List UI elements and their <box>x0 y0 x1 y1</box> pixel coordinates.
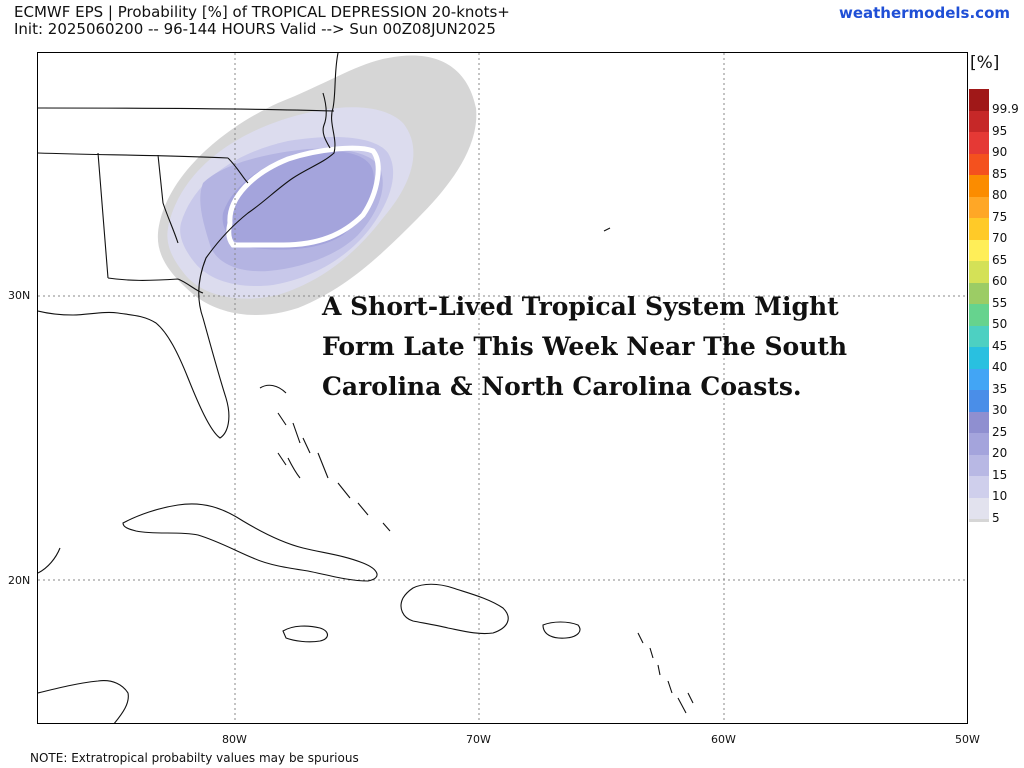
legend-swatch <box>969 110 989 133</box>
graticule <box>38 53 967 723</box>
lon-label-80w: 80W <box>222 733 247 746</box>
map-title: ECMWF EPS | Probability [%] of TROPICAL … <box>14 3 510 21</box>
legend-label: 95 <box>992 123 1008 138</box>
legend-label: 55 <box>992 295 1008 310</box>
legend-swatch <box>969 282 989 305</box>
legend-label: 35 <box>992 381 1008 396</box>
legend-label: 75 <box>992 209 1008 224</box>
legend-swatch <box>969 304 989 326</box>
legend-swatch <box>969 175 989 197</box>
map-canvas <box>38 53 967 723</box>
legend-swatch <box>969 368 989 391</box>
legend-swatch <box>969 433 989 455</box>
legend-label: 40 <box>992 360 1008 374</box>
chesapeake-bay <box>322 92 331 149</box>
lon-label-70w: 70W <box>466 733 491 746</box>
state-borders <box>38 107 335 294</box>
legend-label: 15 <box>992 467 1008 482</box>
legend-swatch <box>969 325 989 348</box>
legend-label: 10 <box>992 489 1008 503</box>
bahamas-islands <box>259 384 391 532</box>
lon-label-60w: 60W <box>711 733 736 746</box>
cuba-island <box>122 503 378 582</box>
probability-shading <box>157 55 477 316</box>
lat-label-20n: 20N <box>8 574 31 587</box>
jamaica-island <box>282 625 329 643</box>
legend-colorbar <box>969 89 989 522</box>
legend-swatch <box>969 390 989 412</box>
legend-label: 90 <box>992 145 1008 159</box>
legend-swatch <box>969 89 989 111</box>
legend-swatch <box>969 411 989 434</box>
legend-swatch <box>969 497 989 520</box>
legend-label: 5 <box>992 510 1000 525</box>
legend-swatch <box>969 132 989 154</box>
legend-label: 70 <box>992 231 1008 245</box>
annotation-line: A Short-Lived Tropical System Might <box>322 292 839 321</box>
legend-label: 99.9 <box>992 102 1019 116</box>
lat-label-30n: 30N <box>8 289 31 302</box>
legend-label: 60 <box>992 274 1008 288</box>
annotation-line: Carolina & North Carolina Coasts. <box>322 372 802 401</box>
legend-swatch <box>969 347 989 369</box>
legend-swatch <box>969 454 989 477</box>
small-island-east <box>603 227 611 232</box>
legend-swatch <box>969 218 989 240</box>
legend-swatch <box>969 476 989 498</box>
legend-unit: [%] <box>970 53 1000 73</box>
source-link[interactable]: weathermodels.com <box>838 4 1010 22</box>
legend-swatch <box>969 239 989 262</box>
legend-swatch <box>969 153 989 176</box>
legend-label: 85 <box>992 166 1008 181</box>
legend-label: 65 <box>992 252 1008 267</box>
legend-swatch <box>969 196 989 219</box>
map-subtitle: Init: 2025060200 -- 96-144 HOURS Valid -… <box>14 20 496 38</box>
lon-label-50w: 50W <box>955 733 980 746</box>
forecast-annotation: A Short-Lived Tropical System Might Form… <box>322 287 882 407</box>
annotation-line: Form Late This Week Near The South <box>322 332 848 361</box>
land-outlines <box>38 53 694 723</box>
us-east-coastline <box>38 53 339 439</box>
legend-label: 50 <box>992 317 1008 331</box>
legend-label: 80 <box>992 188 1008 202</box>
legend-label: 30 <box>992 403 1008 417</box>
probability-contour-line <box>226 145 381 248</box>
legend-swatch <box>969 261 989 283</box>
legend-swatch-bottom <box>969 519 989 522</box>
legend-label: 45 <box>992 338 1008 353</box>
legend-label: 25 <box>992 424 1008 439</box>
hispaniola-island <box>400 583 509 635</box>
puerto-rico-island <box>542 621 581 639</box>
legend-label: 20 <box>992 446 1008 460</box>
lesser-antilles <box>637 632 694 714</box>
map-panel <box>37 52 968 724</box>
central-america-coast <box>38 547 129 723</box>
footer-note: NOTE: Extratropical probabilty values ma… <box>30 751 359 765</box>
